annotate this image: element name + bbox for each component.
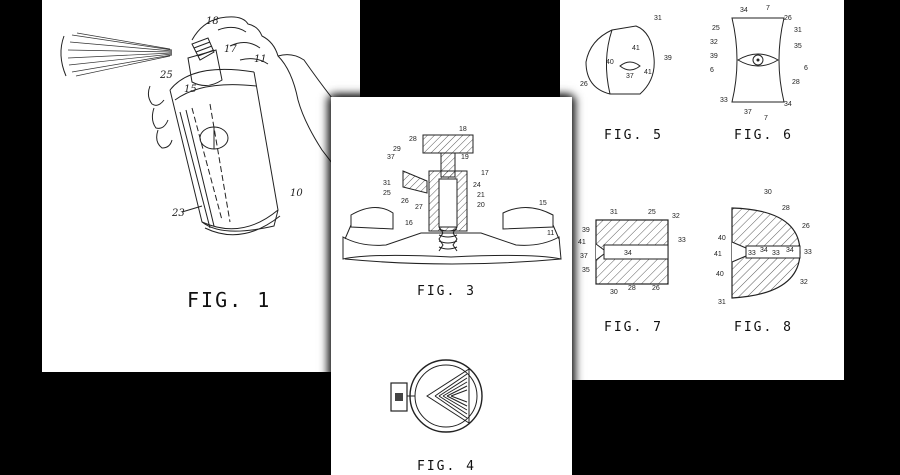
patent-sheet-fig5-8: 31 41 39 40 37 41 26 34 7 26 25 31 32 35…	[560, 0, 844, 380]
fig3-ref-21: 21	[477, 192, 485, 199]
fig3-valve-section	[343, 135, 561, 264]
fig7-ref-34: 34	[624, 250, 632, 257]
fig7-ref-26: 26	[652, 285, 660, 292]
fig4-caption: FIG. 4	[417, 459, 476, 474]
fig1-ref-15: 15	[184, 84, 197, 95]
fig7-ref-31: 31	[610, 209, 618, 216]
fig6-ref-31: 31	[794, 27, 802, 34]
fig6-ref-34: 34	[740, 7, 748, 14]
fig3-ref-27: 27	[415, 204, 423, 211]
hand-outline	[148, 17, 354, 176]
fig8-ref-33: 33	[748, 250, 756, 257]
fig1-ref-10: 10	[290, 188, 303, 199]
fig8-ref-32: 32	[800, 279, 808, 286]
fig8-ref-41: 41	[714, 251, 722, 258]
fig8-ref-40b: 40	[716, 271, 724, 278]
fig5-ref-41: 41	[632, 45, 640, 52]
fig1-ref-23: 23	[171, 208, 185, 219]
fig3-ref-24: 24	[473, 182, 481, 189]
fig6-ref-28: 28	[792, 79, 800, 86]
fig3-ref-17: 17	[481, 170, 489, 177]
fig4-nozzle-end-view	[391, 360, 482, 432]
fig3-ref-25: 25	[383, 190, 391, 197]
fig6-ref-6: 6	[710, 67, 714, 74]
fig7-ref-35: 35	[582, 267, 590, 274]
fig5-nozzle-perspective	[586, 26, 654, 94]
fig8-ref-31: 31	[718, 299, 726, 306]
fig6-ref-25: 25	[712, 25, 720, 32]
fig3-ref-31: 31	[383, 180, 391, 187]
fig7-ref-33: 33	[678, 237, 686, 244]
fig6-ref-7: 7	[766, 5, 770, 12]
fig1-caption: FIG. 1	[187, 288, 271, 312]
fig6-ref-33: 33	[720, 97, 728, 104]
fig5-ref-40: 40	[606, 59, 614, 66]
fig5-ref-26: 26	[580, 81, 588, 88]
fig5-ref-41b: 41	[644, 69, 652, 76]
fig7-ref-25: 25	[648, 209, 656, 216]
fig8-ref-40: 40	[718, 235, 726, 242]
patent-sheet-fig3-4: 18 28 29 37 19 17 31 25 24 26 27 21 20 1…	[331, 97, 572, 475]
fig7-ref-41: 41	[578, 239, 586, 246]
fig6-ref-39: 39	[710, 53, 718, 60]
fig3-ref-29: 29	[393, 146, 401, 153]
fig1-ref-11: 11	[254, 54, 267, 65]
fig3-ref-37: 37	[387, 154, 395, 161]
fig7-ref-28: 28	[628, 285, 636, 292]
fig6-caption: FIG. 6	[734, 128, 793, 143]
fig7-ref-32: 32	[672, 213, 680, 220]
fig3-caption: FIG. 3	[417, 284, 476, 299]
fig3-ref-19: 19	[461, 154, 469, 161]
fig1-drawing: 18 17 11 25 15 10 23	[42, 0, 360, 372]
spray-plume	[61, 33, 172, 76]
fig7-ref-37: 37	[580, 253, 588, 260]
fig1-ref-18: 18	[206, 16, 219, 27]
fig8-ref-34: 34	[760, 247, 768, 254]
fig3-ref-16: 16	[405, 220, 413, 227]
fig7-ref-30: 30	[610, 289, 618, 296]
fig1-ref-17: 17	[224, 44, 237, 55]
fig6-nozzle-front	[732, 18, 784, 102]
fig3-ref-20: 20	[477, 202, 485, 209]
fig7-ref-39: 39	[582, 227, 590, 234]
fig6-ref-6b: 6	[804, 65, 808, 72]
fig8-ref-34b: 34	[786, 247, 794, 254]
fig3-ref-11: 11	[547, 230, 554, 237]
fig6-ref-34b: 34	[784, 101, 792, 108]
fig8-ref-33c: 33	[804, 249, 812, 256]
fig8-ref-30: 30	[764, 189, 772, 196]
fig5-ref-37: 37	[626, 73, 634, 80]
fig3-ref-15: 15	[539, 200, 547, 207]
fig6-ref-32: 32	[710, 39, 718, 46]
fig3-ref-28: 28	[409, 136, 417, 143]
fig5-8-drawing: 31 41 39 40 37 41 26 34 7 26 25 31 32 35…	[560, 0, 844, 380]
fig8-ref-26: 26	[802, 223, 810, 230]
fig6-ref-26: 26	[784, 15, 792, 22]
fig7-caption: FIG. 7	[604, 320, 663, 335]
fig8-ref-33b: 33	[772, 250, 780, 257]
fig6-ref-7b: 7	[764, 115, 768, 122]
fig8-ref-28: 28	[782, 205, 790, 212]
fig5-caption: FIG. 5	[604, 128, 663, 143]
fig1-ref-25: 25	[159, 70, 173, 81]
fig7-nozzle-section	[596, 220, 668, 284]
fig5-ref-31: 31	[654, 15, 662, 22]
fig6-ref-37: 37	[744, 109, 752, 116]
fig8-caption: FIG. 8	[734, 320, 793, 335]
fig5-ref-39: 39	[664, 55, 672, 62]
fig6-ref-35: 35	[794, 43, 802, 50]
fig3-ref-18: 18	[459, 126, 467, 133]
actuator-cap	[188, 38, 222, 86]
patent-sheet-fig1: 18 17 11 25 15 10 23 FIG. 1	[42, 0, 360, 372]
fig3-ref-26: 26	[401, 198, 409, 205]
